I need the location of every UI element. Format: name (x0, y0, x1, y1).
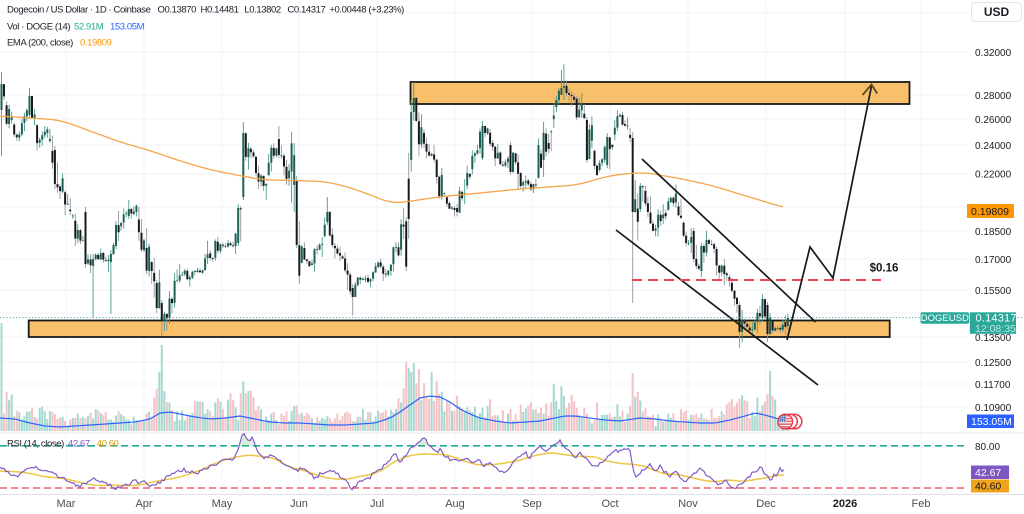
svg-text:Vol · DOGE (14): Vol · DOGE (14) (7, 22, 70, 33)
svg-text:+0.00448 (+3.23%): +0.00448 (+3.23%) (329, 5, 404, 16)
svg-text:L0.13802: L0.13802 (244, 5, 281, 16)
svg-text:Feb: Feb (912, 498, 931, 510)
svg-text:0.24000: 0.24000 (975, 141, 1012, 152)
svg-text:Apr: Apr (135, 498, 152, 510)
svg-text:0.19809: 0.19809 (80, 38, 112, 49)
svg-text:USD: USD (984, 5, 1010, 19)
svg-text:153.05M: 153.05M (971, 416, 1012, 428)
svg-text:C0.14317: C0.14317 (287, 5, 325, 16)
svg-text:May: May (212, 498, 233, 510)
svg-text:0.18500: 0.18500 (975, 227, 1012, 238)
svg-text:0.22000: 0.22000 (975, 170, 1012, 181)
svg-text:DOGEUSD: DOGEUSD (921, 313, 969, 324)
svg-text:Mar: Mar (57, 498, 76, 510)
svg-text:O0.13870: O0.13870 (158, 5, 197, 16)
svg-text:0.11700: 0.11700 (975, 380, 1011, 391)
svg-text:Jun: Jun (290, 498, 308, 510)
svg-text:Dogecoin / US Dollar · 1D · Co: Dogecoin / US Dollar · 1D · Coinbase (7, 5, 151, 16)
svg-text:0.13500: 0.13500 (975, 333, 1012, 344)
svg-text:Oct: Oct (601, 498, 618, 510)
svg-text:0.28000: 0.28000 (975, 91, 1012, 102)
svg-text:153.05M: 153.05M (110, 22, 145, 33)
svg-text:Dec: Dec (756, 498, 776, 510)
svg-text:EMA (200, close): EMA (200, close) (7, 38, 73, 49)
svg-text:Jul: Jul (370, 498, 384, 510)
svg-text:42.67: 42.67 (975, 467, 1001, 479)
svg-text:$0.16: $0.16 (870, 263, 899, 275)
svg-text:0.14317: 0.14317 (976, 313, 1017, 325)
svg-text:80.00: 80.00 (975, 442, 1000, 453)
svg-text:Sep: Sep (522, 498, 542, 510)
svg-text:52.91M: 52.91M (74, 22, 104, 33)
svg-text:0.15500: 0.15500 (975, 286, 1012, 297)
svg-text:0.10900: 0.10900 (975, 403, 1012, 414)
svg-text:0.19809: 0.19809 (971, 206, 1009, 218)
svg-text:0.26000: 0.26000 (975, 115, 1012, 126)
svg-text:0.12500: 0.12500 (975, 358, 1012, 369)
svg-text:12:08:35: 12:08:35 (975, 323, 1016, 335)
svg-text:RSI (14, close): RSI (14, close) (7, 439, 64, 450)
svg-text:Nov: Nov (678, 498, 698, 510)
svg-text:40.60: 40.60 (97, 439, 119, 450)
svg-text:42.67: 42.67 (68, 439, 90, 450)
svg-text:H0.14481: H0.14481 (201, 5, 239, 16)
svg-text:2026: 2026 (833, 498, 857, 510)
svg-text:0.32000: 0.32000 (975, 48, 1012, 59)
svg-text:Aug: Aug (445, 498, 465, 510)
svg-text:0.17000: 0.17000 (975, 255, 1012, 266)
svg-text:40.60: 40.60 (975, 481, 1001, 493)
